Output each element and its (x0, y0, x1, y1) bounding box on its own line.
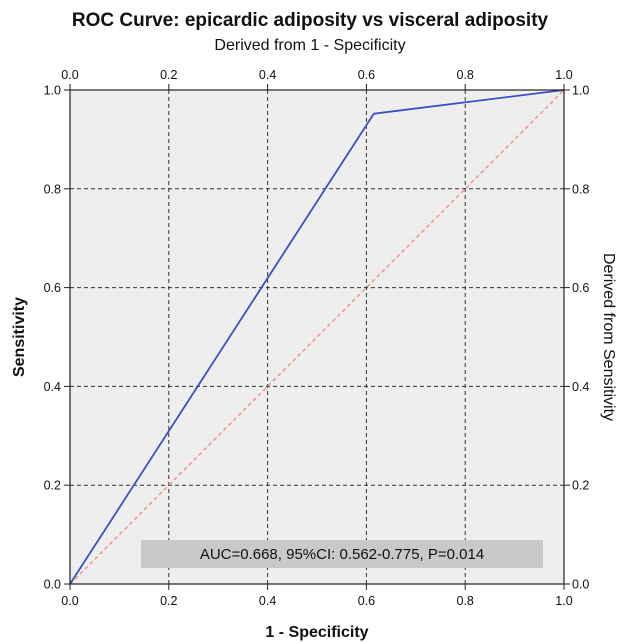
y-tick-label-left: 1.0 (44, 84, 61, 98)
chart-title: ROC Curve: epicardic adiposity vs viscer… (72, 10, 549, 31)
annotation-box (141, 540, 543, 568)
plot-area (70, 90, 564, 584)
roc-curve (69, 89, 565, 585)
y-axis-label: Sensitivity (11, 297, 28, 377)
x-tick-label-bottom: 0.0 (61, 594, 78, 608)
y-tick-label-right: 0.0 (572, 578, 589, 592)
x-tick-label-top: 1.0 (555, 68, 572, 82)
axis-ticks: 0.00.00.20.20.40.40.60.60.80.81.01.00.0 0… (44, 68, 590, 608)
y-tick-label-left: 0.0 (44, 578, 61, 592)
auc-annotation: AUC=0.668, 95%CI: 0.562-0.775, P=0.014 (200, 546, 484, 563)
y-tick-label-left: 0.2 (44, 479, 61, 493)
y-tick-label-right: 0.8 (572, 182, 589, 196)
reference-line (69, 89, 565, 585)
x-tick-label-top: 0.8 (457, 68, 474, 82)
y-tick-label-right: 1.0 (572, 84, 589, 98)
right-axis-label: Derived from Sensitivity (600, 253, 617, 421)
x-axis-label: 1 - Specificity (265, 624, 368, 641)
plot-border (69, 89, 565, 585)
series-group (69, 89, 565, 585)
x-tick-label-bottom: 0.6 (358, 594, 375, 608)
x-tick-label-top: 0.6 (358, 68, 375, 82)
y-tick-label-left: 0.8 (44, 182, 61, 196)
x-tick-label-bottom: 0.2 (160, 594, 177, 608)
y-tick-label-left: 0.4 (44, 380, 61, 394)
grid-lines (70, 90, 564, 584)
x-tick-label-top: 0.4 (259, 68, 276, 82)
y-tick-label-right: 0.6 (572, 281, 589, 295)
x-tick-label-bottom: 0.4 (259, 594, 276, 608)
y-tick-label-right: 0.4 (572, 380, 589, 394)
x-tick-label-top: 0.2 (160, 68, 177, 82)
x-tick-label-top: 0.0 (61, 68, 78, 82)
top-axis-label: Derived from 1 - Specificity (214, 37, 405, 54)
x-tick-label-bottom: 1.0 (555, 594, 572, 608)
x-tick-label-bottom: 0.8 (457, 594, 474, 608)
y-tick-label-left: 0.6 (44, 281, 61, 295)
y-tick-label-right: 0.2 (572, 479, 589, 493)
